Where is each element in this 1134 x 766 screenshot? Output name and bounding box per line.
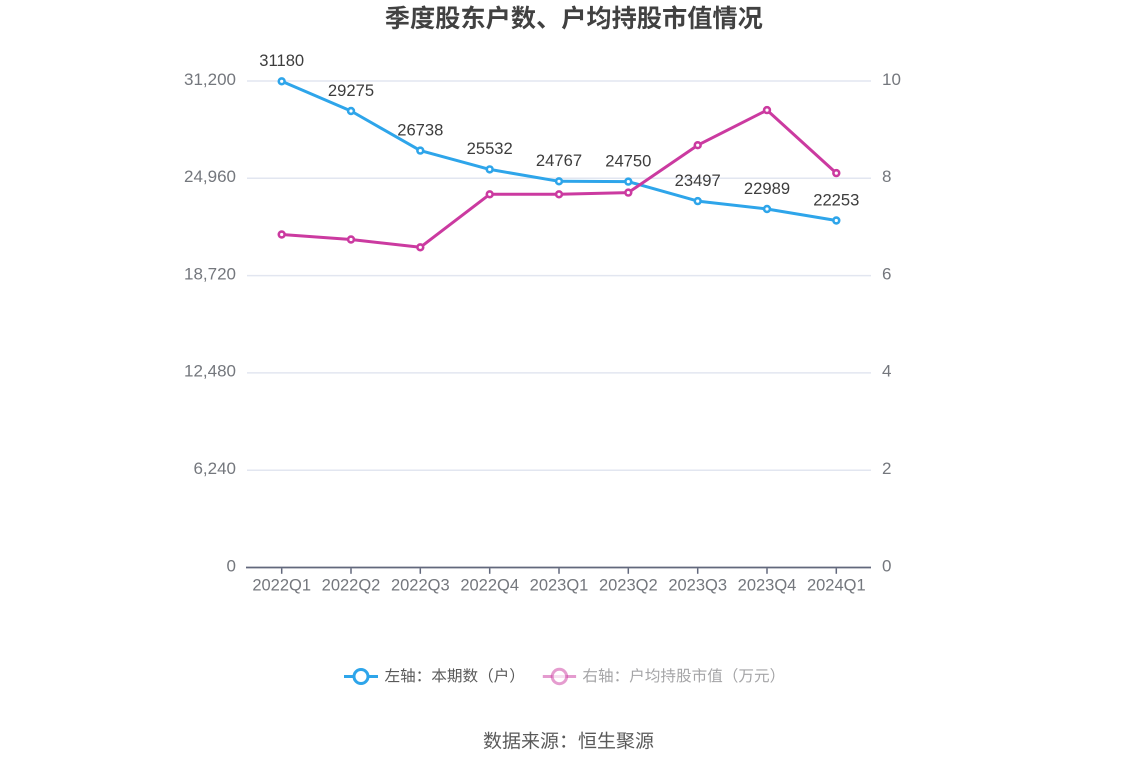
svg-text:2: 2 bbox=[882, 459, 891, 478]
svg-text:22989: 22989 bbox=[744, 179, 790, 198]
svg-text:2023Q4: 2023Q4 bbox=[738, 576, 797, 594]
svg-text:10: 10 bbox=[882, 70, 901, 89]
svg-text:31180: 31180 bbox=[259, 51, 304, 70]
svg-text:22253: 22253 bbox=[813, 190, 859, 209]
svg-text:2022Q1: 2022Q1 bbox=[252, 576, 311, 594]
svg-text:2022Q2: 2022Q2 bbox=[322, 576, 381, 594]
svg-text:2022Q4: 2022Q4 bbox=[460, 576, 519, 594]
svg-text:12,480: 12,480 bbox=[184, 362, 236, 381]
svg-text:25532: 25532 bbox=[467, 139, 513, 158]
svg-text:26738: 26738 bbox=[397, 120, 443, 139]
svg-text:6,240: 6,240 bbox=[193, 459, 236, 478]
svg-text:2023Q3: 2023Q3 bbox=[668, 576, 727, 594]
svg-text:8: 8 bbox=[882, 167, 891, 186]
svg-text:29275: 29275 bbox=[328, 81, 374, 100]
svg-text:2024Q1: 2024Q1 bbox=[807, 576, 866, 594]
svg-text:0: 0 bbox=[227, 556, 236, 575]
svg-text:6: 6 bbox=[882, 264, 891, 283]
svg-text:0: 0 bbox=[882, 556, 891, 575]
svg-text:24767: 24767 bbox=[536, 151, 582, 170]
svg-text:2023Q1: 2023Q1 bbox=[530, 576, 589, 594]
svg-text:2022Q3: 2022Q3 bbox=[391, 576, 450, 594]
svg-text:24750: 24750 bbox=[605, 151, 651, 170]
svg-text:24,960: 24,960 bbox=[184, 167, 236, 186]
svg-text:31,200: 31,200 bbox=[184, 70, 236, 89]
svg-text:23497: 23497 bbox=[675, 171, 721, 190]
svg-text:2023Q2: 2023Q2 bbox=[599, 576, 658, 594]
svg-text:18,720: 18,720 bbox=[184, 264, 236, 283]
svg-text:4: 4 bbox=[882, 362, 891, 381]
